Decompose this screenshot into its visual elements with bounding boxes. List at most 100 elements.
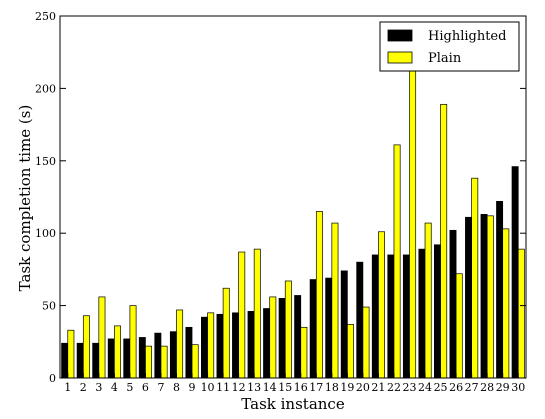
- y-tick-label: 250: [35, 10, 56, 23]
- bar-plain-21: [378, 231, 385, 379]
- bar-plain-20: [362, 306, 370, 379]
- bar-highlighted-18: [325, 277, 333, 379]
- x-tick-label: 17: [309, 381, 323, 394]
- y-tick-label: 200: [35, 82, 56, 95]
- x-tick-label: 13: [247, 381, 261, 394]
- x-tick-label: 4: [111, 381, 118, 394]
- bar-plain-26: [455, 273, 463, 379]
- x-axis-ticks: 1 2 3 4 5 6 7 8 9 10 11 12 13 14 15 16 17 18 19 20 21 22 23 24 2…: [64, 373, 525, 394]
- x-tick-label: 21: [371, 381, 385, 394]
- bar-plain-25: [440, 103, 448, 379]
- x-tick-label: 14: [263, 381, 277, 394]
- bar-plain-5: [129, 305, 137, 379]
- bar-highlighted-16: [294, 295, 302, 379]
- x-tick-label: 20: [356, 381, 370, 394]
- x-tick-label: 28: [480, 381, 494, 394]
- bar-highlighted-8: [169, 331, 177, 379]
- x-tick-label: 23: [403, 381, 417, 394]
- bar-plain-17: [315, 211, 323, 379]
- bar-plain-9: [191, 344, 199, 379]
- legend-swatch-plain: [387, 51, 413, 64]
- bar-highlighted-27: [465, 216, 472, 379]
- bar-highlighted-9: [185, 326, 193, 379]
- bar-plain-22: [393, 144, 401, 379]
- bar-plain-19: [347, 324, 354, 379]
- bar-highlighted-13: [247, 311, 255, 379]
- bar-plain-28: [486, 215, 494, 379]
- bar-highlighted-21: [371, 254, 379, 379]
- bar-highlighted-10: [201, 316, 208, 379]
- bar-plain-14: [269, 296, 277, 379]
- legend-swatch-highlighted: [387, 29, 413, 42]
- x-tick-label: 8: [173, 381, 180, 394]
- bar-plain-27: [471, 177, 479, 379]
- bar-plain-1: [67, 329, 75, 379]
- bar-highlighted-7: [154, 332, 162, 379]
- y-axis-label: Task completion time (s): [16, 105, 34, 292]
- bar-plain-18: [331, 222, 339, 379]
- bar-highlighted-23: [402, 254, 410, 379]
- x-tick-label: 6: [142, 381, 149, 394]
- bar-plain-3: [98, 296, 106, 379]
- bar-plain-7: [160, 345, 168, 379]
- x-tick-label: 24: [418, 381, 432, 394]
- x-tick-label: 7: [157, 381, 164, 394]
- bar-plain-4: [114, 325, 121, 379]
- x-tick-label: 16: [294, 381, 308, 394]
- bar-highlighted-15: [278, 298, 286, 379]
- bar-highlighted-30: [511, 166, 519, 379]
- x-tick-label: 5: [126, 381, 133, 394]
- bar-highlighted-11: [216, 313, 224, 379]
- bar-highlighted-3: [92, 342, 100, 379]
- bar-highlighted-25: [434, 244, 441, 379]
- bar-highlighted-28: [480, 214, 488, 379]
- y-tick-label: 150: [35, 155, 56, 168]
- bar-plain-15: [284, 280, 292, 379]
- x-tick-label: 18: [325, 381, 339, 394]
- plot-frame: [59, 15, 527, 379]
- y-axis-ticks: 0 50 100 150 200 250: [35, 10, 526, 385]
- x-tick-label: 1: [64, 381, 71, 394]
- x-tick-label: 2: [80, 381, 87, 394]
- bar-plain-8: [176, 309, 184, 379]
- x-tick-label: 30: [511, 381, 525, 394]
- bar-highlighted-6: [138, 337, 146, 379]
- bar-highlighted-2: [76, 342, 84, 379]
- bar-plain-24: [424, 222, 432, 379]
- bar-plain-13: [253, 248, 261, 379]
- bar-highlighted-4: [107, 338, 115, 379]
- legend-label-plain: Plain: [428, 51, 462, 66]
- bar-plain-12: [238, 251, 246, 379]
- bar-highlighted-19: [340, 270, 348, 379]
- x-tick-label: 9: [189, 381, 196, 394]
- x-axis-label: Task instance: [241, 395, 345, 413]
- bar-highlighted-12: [232, 312, 239, 379]
- x-tick-label: 25: [434, 381, 448, 394]
- x-tick-label: 22: [387, 381, 401, 394]
- bars-layer: [61, 70, 525, 379]
- legend-label-highlighted: Highlighted: [428, 29, 506, 44]
- x-tick-label: 27: [465, 381, 479, 394]
- y-tick-label: 100: [35, 227, 56, 240]
- bar-highlighted-20: [356, 261, 364, 379]
- y-tick-label: 0: [49, 372, 56, 385]
- legend: Highlighted Plain: [379, 21, 520, 72]
- bar-highlighted-22: [387, 254, 395, 379]
- bar-plain-23: [409, 70, 417, 379]
- bar-highlighted-14: [263, 308, 271, 379]
- bar-plain-10: [207, 312, 215, 379]
- x-tick-label: 10: [201, 381, 215, 394]
- bar-highlighted-5: [123, 338, 131, 379]
- bar-highlighted-1: [61, 342, 69, 379]
- bar-highlighted-24: [418, 248, 426, 379]
- x-tick-label: 11: [216, 381, 230, 394]
- x-tick-label: 15: [278, 381, 292, 394]
- bar-plain-30: [517, 248, 525, 379]
- bar-plain-29: [502, 228, 510, 379]
- x-tick-label: 3: [95, 381, 102, 394]
- x-tick-label: 26: [449, 381, 463, 394]
- bar-plain-16: [300, 326, 308, 379]
- bar-highlighted-17: [309, 279, 317, 379]
- bar-plain-2: [82, 315, 90, 379]
